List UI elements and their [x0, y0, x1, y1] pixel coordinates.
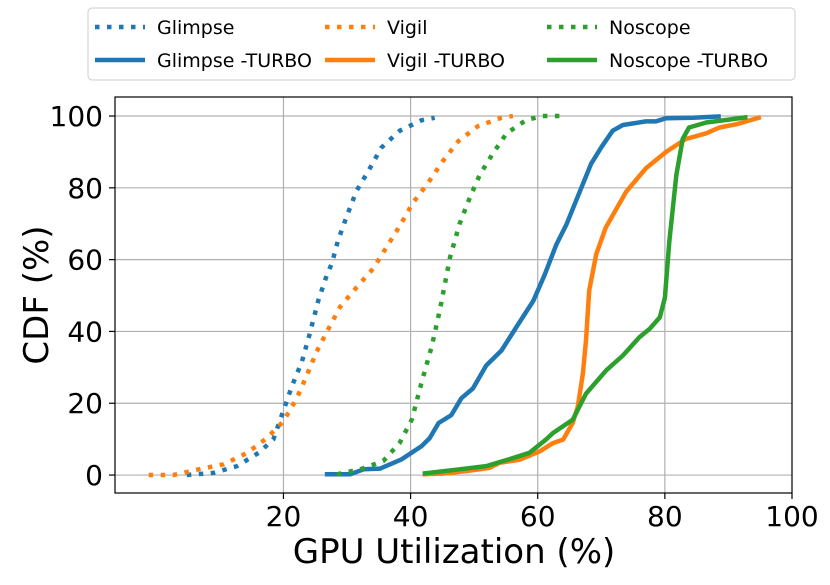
grid [115, 97, 792, 493]
x-tick-label: 20 [266, 500, 302, 533]
y-tick-label: 20 [67, 387, 103, 420]
series-line-glimpse-turbo [324, 114, 721, 477]
y-tick-label: 80 [67, 172, 103, 205]
series-line-vigil-turbo [422, 114, 762, 477]
plot-frame [114, 96, 793, 494]
y-tick-label: 0 [85, 459, 103, 492]
x-axis-label: GPU Utilization (%) [293, 532, 616, 572]
series-lines [148, 113, 762, 478]
legend-label: Glimpse [157, 17, 234, 39]
x-tick-label: 100 [765, 500, 818, 533]
legend-label: Vigil [387, 17, 427, 39]
series-line-glimpse [186, 115, 436, 478]
y-tick-label: 100 [50, 100, 103, 133]
series-line-noscope [336, 113, 564, 477]
ticks: 20 40 60 80 100 0 20 40 60 80 100 [50, 100, 819, 533]
legend-label: Vigil -TURBO [387, 50, 505, 72]
x-tick-label: 60 [520, 500, 556, 533]
y-tick-label: 60 [67, 244, 103, 277]
legend-label: Noscope -TURBO [609, 50, 768, 72]
legend: Glimpse Vigil Noscope Glimpse -TURBO Vigil -… [87, 7, 796, 81]
y-tick-label: 40 [67, 315, 103, 348]
legend-label: Noscope [609, 17, 691, 39]
series-line-noscope-turbo [422, 114, 748, 476]
x-tick-label: 80 [647, 500, 683, 533]
x-tick-label: 40 [393, 500, 429, 533]
series-line-vigil [148, 113, 514, 478]
y-axis-label: CDF (%) [17, 225, 57, 364]
legend-label: Glimpse -TURBO [157, 50, 312, 72]
legend-box [87, 7, 796, 81]
